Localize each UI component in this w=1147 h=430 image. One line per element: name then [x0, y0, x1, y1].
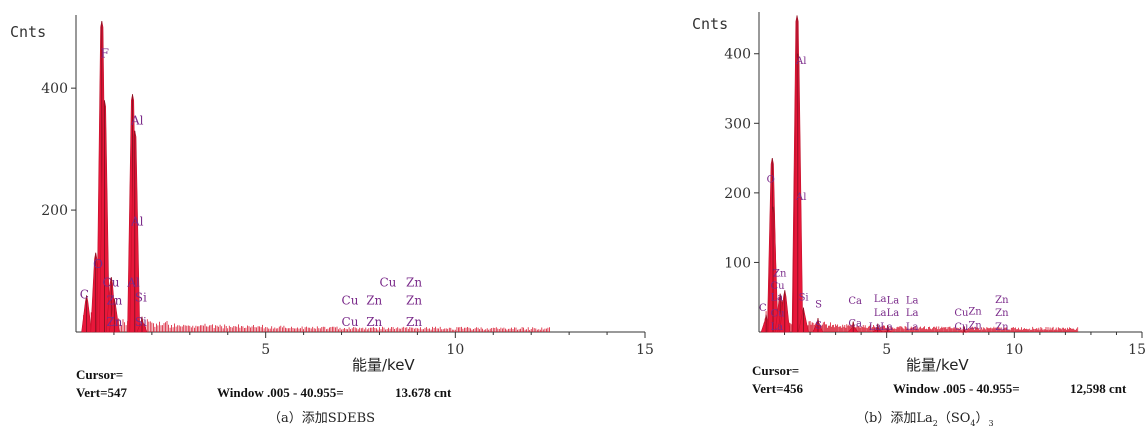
b-count: 12,598 cnt — [1070, 381, 1127, 396]
b-peak-label-12: La — [887, 295, 900, 306]
a-peak-label-11: Cu — [379, 275, 396, 289]
a-peak-label-18: Zn — [406, 315, 422, 329]
a-peak-label-7: Zn — [106, 294, 122, 308]
a-window: Window .005 - 40.955= — [217, 385, 344, 400]
a-peak-label-9: Zn — [106, 315, 122, 329]
b-x-tick-label-5: 5 — [882, 342, 891, 358]
a-peaks — [81, 21, 148, 333]
a-y-ticks — [71, 87, 76, 211]
b-caption-sub3: 3 — [989, 419, 994, 428]
b-peak-label-3: Zn — [773, 268, 787, 279]
b-peak-label-23: Ca — [848, 318, 862, 329]
a-peak-label-6: C — [80, 287, 89, 301]
b-peak-label-11: La — [874, 294, 887, 305]
b-peak-label-25: La — [880, 322, 893, 333]
b-vert: Vert=456 — [752, 381, 803, 396]
b-peak-label-4: Cu — [770, 281, 785, 292]
b-peak-label-29: Zn — [995, 322, 1009, 333]
a-peak-label-2: Al — [130, 214, 144, 228]
b-ylabel: Cnts — [692, 15, 728, 33]
a-x-tick-label-5: 5 — [261, 342, 270, 358]
a-peak-label-0: F — [101, 47, 109, 61]
b-peak-label-1: O — [767, 174, 775, 185]
b-peak-label-2: Al — [795, 192, 806, 203]
b-peak-label-28: Zn — [968, 321, 982, 332]
b-peak-label-27: Cu — [954, 322, 969, 333]
a-peak-label-4: Cu — [103, 275, 120, 289]
b-caption-mid: （SO — [938, 411, 971, 426]
b-caption: （b）添加La2（SO4）3 — [856, 411, 994, 428]
a-ylabel: Cnts — [10, 23, 46, 41]
a-peak-label-16: Cu — [342, 315, 359, 329]
a-peak-label-5: Al — [126, 275, 140, 289]
b-cursor: Cursor= — [752, 363, 799, 378]
a-y-tick-label-200: 200 — [41, 203, 68, 219]
b-noise-baseline — [763, 311, 1079, 332]
a-count: 13.678 cnt — [395, 385, 452, 400]
a-peak-label-13: Cu — [342, 294, 359, 308]
b-y-tick-label-300: 300 — [724, 116, 751, 132]
b-peak-label-15: La — [887, 308, 900, 319]
b-peak-label-19: Zn — [995, 295, 1009, 306]
b-peak-label-6: Si — [799, 293, 809, 304]
b-caption-prefix: （b）添加La — [856, 411, 933, 426]
b-y-ticks — [754, 53, 759, 263]
b-peak-label-20: Zn — [995, 308, 1009, 319]
b-caption-sub2: 4 — [970, 419, 975, 428]
b-peak-label-10: Ca — [848, 296, 862, 307]
b-window: Window .005 - 40.955= — [893, 381, 1020, 396]
b-peak-label-22: S — [815, 321, 822, 332]
a-noise-path — [83, 312, 550, 332]
b-y-tick-label-400: 400 — [724, 47, 751, 63]
a-peak-label-3: O — [93, 257, 103, 271]
b-y-tick-label-200: 200 — [724, 186, 751, 202]
b-noise-path — [763, 311, 1079, 332]
b-x-tick-label-10: 10 — [1005, 342, 1023, 358]
b-peak-label-21: La — [770, 322, 783, 333]
a-peak-label-17: Zn — [366, 315, 382, 329]
b-peak-label-7: S — [815, 300, 822, 311]
b-xlabel: 能量/keV — [906, 356, 969, 374]
b-peak-label-17: Cu — [954, 308, 969, 319]
b-x-tick-label-15: 15 — [1128, 342, 1146, 358]
b-peak-label-16: La — [906, 308, 919, 319]
b-peak-label-0: Al — [795, 56, 806, 67]
b-peak-label-8: C — [759, 303, 767, 314]
a-peak-label-8: Si — [135, 291, 147, 305]
a-peak-label-14: Zn — [366, 294, 382, 308]
b-peak-label-14: La — [874, 308, 887, 319]
a-vert: Vert=547 — [76, 385, 127, 400]
a-noise-baseline — [83, 312, 550, 332]
b-peak-label-9: Cu — [770, 309, 785, 320]
a-xlabel: 能量/keV — [352, 356, 415, 374]
b-peak-label-13: La — [906, 295, 919, 306]
b-peak-label-24: La — [869, 322, 882, 333]
b-peaks — [760, 15, 970, 333]
a-caption: （a）添加SDEBS — [268, 411, 375, 426]
a-x-tick-label-15: 15 — [636, 342, 654, 358]
a-peak-label-1: Al — [130, 114, 144, 128]
a-x-tick-label-10: 10 — [446, 342, 464, 358]
b-caption-end: ） — [975, 411, 988, 426]
b-peak-label-18: Zn — [968, 307, 982, 318]
a-peak-label-15: Zn — [406, 294, 422, 308]
b-y-tick-label-100: 100 — [724, 255, 751, 271]
a-cursor: Cursor= — [76, 367, 123, 382]
a-peak-label-10: Si — [135, 315, 147, 329]
b-caption-sub1: 2 — [933, 419, 938, 428]
a-y-tick-label-400: 400 — [41, 81, 68, 97]
a-x-ticks — [113, 332, 646, 338]
a-peak-label-12: Zn — [406, 275, 422, 289]
b-peak-label-5: La — [770, 293, 783, 304]
b-peak-label-26: La — [906, 322, 919, 333]
